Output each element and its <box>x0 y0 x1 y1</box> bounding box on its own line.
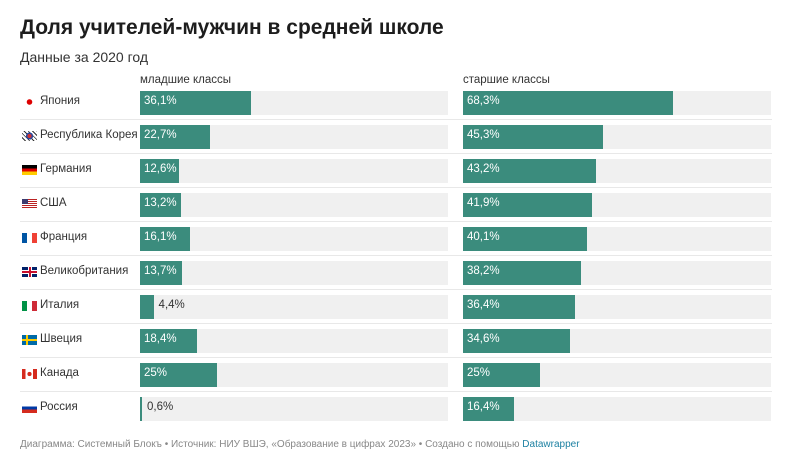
bar-junior <box>140 159 179 183</box>
bar-junior <box>140 397 142 421</box>
value-label: 13,2% <box>144 197 177 209</box>
column-header-junior: младшие классы <box>140 74 231 86</box>
bar-track <box>140 91 448 115</box>
country-label: Великобритания <box>40 265 129 277</box>
value-label: 16,1% <box>144 231 177 243</box>
value-label: 41,9% <box>467 197 500 209</box>
flag-us-icon <box>22 199 37 209</box>
chart-row: Россия 0,6% 16,4% <box>20 392 772 426</box>
bar-track <box>140 363 448 387</box>
bar-senior <box>463 329 570 353</box>
chart-row: Италия 4,4% 36,4% <box>20 290 772 324</box>
flag-de-icon <box>22 165 37 175</box>
bar-senior <box>463 261 581 285</box>
bar-track <box>140 261 448 285</box>
bar-junior <box>140 227 190 251</box>
value-label: 45,3% <box>467 129 500 141</box>
bar-junior <box>140 261 183 285</box>
value-label: 22,7% <box>144 129 177 141</box>
value-label: 4,4% <box>158 299 185 311</box>
bar-track <box>463 159 771 183</box>
bar-junior <box>140 295 154 319</box>
bar-senior <box>463 295 576 319</box>
value-label: 68,3% <box>467 95 500 107</box>
country-label: Франция <box>40 231 88 243</box>
bar-senior <box>463 227 587 251</box>
value-label: 25% <box>467 367 491 379</box>
bar-track <box>463 193 771 217</box>
footer: Диаграмма: Системный Блокъ • Источник: Н… <box>20 439 580 450</box>
chart-row: Канада 25% 25% <box>20 358 772 392</box>
bar-track <box>140 159 448 183</box>
country-label: Россия <box>40 401 78 413</box>
bar-senior <box>463 125 603 149</box>
bar-junior <box>140 193 181 217</box>
country-label: Италия <box>40 299 80 311</box>
flag-ca-icon <box>22 369 37 379</box>
bar-junior <box>140 91 252 115</box>
country-label: США <box>40 197 67 209</box>
value-label: 43,2% <box>467 163 500 175</box>
bar-track <box>463 125 771 149</box>
chart-row: Швеция 18,4% 34,6% <box>20 324 772 358</box>
bar-track <box>463 261 771 285</box>
chart-row: Великобритания 13,7% 38,2% <box>20 256 772 290</box>
bar-track <box>463 363 771 387</box>
bar-track <box>463 91 771 115</box>
country-label: Германия <box>40 163 92 175</box>
bar-junior <box>140 125 210 149</box>
value-label: 40,1% <box>467 231 500 243</box>
country-label: Япония <box>40 95 80 107</box>
chart-subtitle: Данные за 2020 год <box>20 49 149 65</box>
value-label: 36,1% <box>144 95 177 107</box>
flag-se-icon <box>22 335 37 345</box>
bar-track <box>140 295 448 319</box>
bar-track <box>463 329 771 353</box>
bar-senior <box>463 193 593 217</box>
value-label: 38,2% <box>467 265 500 277</box>
flag-kr-icon <box>22 131 37 141</box>
value-label: 18,4% <box>144 333 177 345</box>
value-label: 0,6% <box>147 401 174 413</box>
value-label: 34,6% <box>467 333 500 345</box>
bar-senior <box>463 91 674 115</box>
flag-gb-icon <box>22 267 37 277</box>
chart-row: Республика Корея 22,7% 45,3% <box>20 120 772 154</box>
value-label: 13,7% <box>144 265 177 277</box>
flag-ru-icon <box>22 403 37 413</box>
bar-track <box>140 227 448 251</box>
value-label: 25% <box>144 367 168 379</box>
flag-fr-icon <box>22 233 37 243</box>
footer-text: Диаграмма: Системный Блокъ • Источник: Н… <box>20 439 523 450</box>
chart-row: Франция 16,1% 40,1% <box>20 222 772 256</box>
bar-track <box>140 329 448 353</box>
bar-track <box>463 227 771 251</box>
column-header-senior: старшие классы <box>463 74 550 86</box>
country-label: Канада <box>40 367 79 379</box>
bar-track <box>140 193 448 217</box>
bar-track <box>463 397 771 421</box>
bar-senior <box>463 397 514 421</box>
bar-track <box>140 125 448 149</box>
chart-row: Япония 36,1% 68,3% <box>20 86 772 120</box>
bar-track <box>140 397 448 421</box>
bar-senior <box>463 363 540 387</box>
value-label: 36,4% <box>467 299 500 311</box>
country-label: Швеция <box>40 333 83 345</box>
flag-it-icon <box>22 301 37 311</box>
country-label: Республика Корея <box>40 129 138 141</box>
bar-senior <box>463 159 597 183</box>
flag-jp-icon <box>22 97 37 107</box>
bar-junior <box>140 363 217 387</box>
datawrapper-link[interactable]: Datawrapper <box>522 439 580 450</box>
bar-track <box>463 295 771 319</box>
value-label: 16,4% <box>467 401 500 413</box>
chart-row: США 13,2% 41,9% <box>20 188 772 222</box>
chart-row: Германия 12,6% 43,2% <box>20 154 772 188</box>
bar-junior <box>140 329 197 353</box>
value-label: 12,6% <box>144 163 177 175</box>
chart-title: Доля учителей-мужчин в средней школе <box>20 16 444 39</box>
